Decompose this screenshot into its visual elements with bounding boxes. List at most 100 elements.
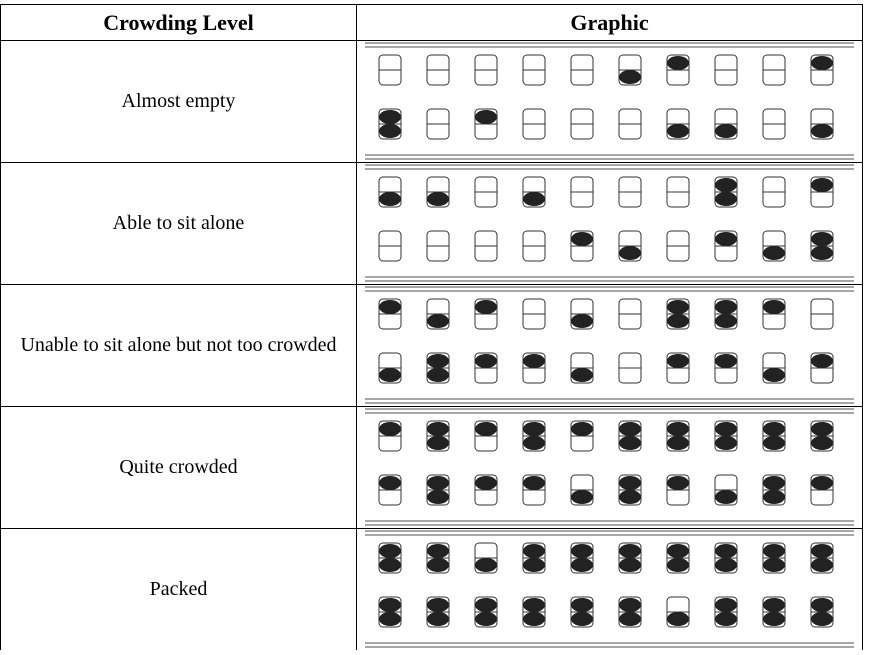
passenger [715,612,737,626]
table-row: Packed [0,528,863,650]
passenger [475,110,497,124]
passenger [427,436,449,450]
passenger [667,544,689,558]
passenger [811,178,833,192]
passenger [811,612,833,626]
passenger [715,124,737,138]
table-row: Able to sit alone [0,162,863,285]
passenger [763,612,785,626]
passenger [715,544,737,558]
passenger [571,490,593,504]
passenger [619,422,641,436]
passenger [523,192,545,206]
passenger [763,544,785,558]
graphic-cell [356,162,863,285]
passenger [715,300,737,314]
passenger [427,544,449,558]
passenger [763,476,785,490]
passenger [427,422,449,436]
passenger [475,476,497,490]
passenger [667,300,689,314]
passenger [667,476,689,490]
seat-graphic [365,408,854,526]
table-row: Almost empty [0,40,863,163]
passenger [427,490,449,504]
passenger [667,558,689,572]
seat-graphic [365,164,854,282]
passenger [619,476,641,490]
table-row: Unable to sit alone but not too crowded [0,284,863,407]
passenger [811,56,833,70]
passenger [523,354,545,368]
passenger [667,612,689,626]
passenger [619,246,641,260]
passenger [571,232,593,246]
passenger [379,192,401,206]
passenger [523,558,545,572]
passenger [811,544,833,558]
passenger [379,476,401,490]
passenger [427,612,449,626]
passenger [475,422,497,436]
passenger [811,232,833,246]
passenger [667,314,689,328]
passenger [667,56,689,70]
level-cell: Unable to sit alone but not too crowded [0,284,357,407]
passenger [619,490,641,504]
passenger [763,558,785,572]
passenger [523,544,545,558]
passenger [523,422,545,436]
passenger [571,422,593,436]
passenger [715,490,737,504]
passenger [523,598,545,612]
passenger [811,436,833,450]
passenger [619,544,641,558]
crowding-table: Crowding Level Graphic Almost empty Able … [0,4,863,650]
seat-graphic [365,286,854,404]
passenger [427,314,449,328]
level-cell: Packed [0,528,357,650]
passenger [811,246,833,260]
passenger [571,612,593,626]
passenger [715,354,737,368]
passenger [667,124,689,138]
graphic-cell [356,528,863,650]
passenger [763,436,785,450]
passenger [427,192,449,206]
passenger [715,314,737,328]
seat-graphic [365,42,854,160]
passenger [667,422,689,436]
passenger [427,354,449,368]
passenger [523,436,545,450]
passenger [427,368,449,382]
passenger [811,354,833,368]
graphic-cell [356,40,863,163]
passenger [379,612,401,626]
passenger [619,436,641,450]
passenger [763,246,785,260]
header-row: Crowding Level Graphic [0,4,863,41]
passenger [379,598,401,612]
graphic-cell [356,406,863,529]
passenger [427,476,449,490]
graphic-cell [356,284,863,407]
passenger [715,436,737,450]
passenger [475,598,497,612]
passenger [379,110,401,124]
passenger [763,490,785,504]
header-cell: Crowding Level [0,4,357,41]
passenger [571,598,593,612]
passenger [763,300,785,314]
passenger [427,598,449,612]
passenger [379,422,401,436]
passenger [715,598,737,612]
passenger [379,544,401,558]
passenger [619,558,641,572]
passenger [475,612,497,626]
table-row: Quite crowded [0,406,863,529]
passenger [523,612,545,626]
passenger [379,368,401,382]
passenger [763,368,785,382]
passenger [811,476,833,490]
